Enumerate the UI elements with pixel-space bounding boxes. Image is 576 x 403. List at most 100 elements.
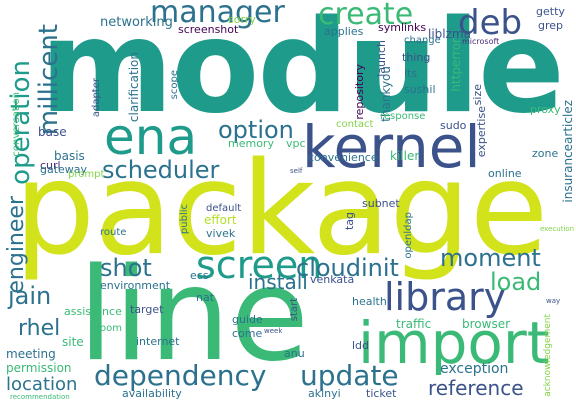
word-memory: memory: [228, 137, 274, 150]
word-engineer: engineer: [4, 196, 29, 294]
word-location: location: [6, 374, 78, 395]
word-lts: lts: [404, 67, 418, 80]
word-scheduler: scheduler: [102, 156, 220, 184]
word-availability: availability: [122, 387, 182, 400]
word-venkata: venkata: [310, 273, 355, 286]
word-ecs: ecs: [190, 269, 209, 282]
word-way: way: [546, 297, 561, 305]
word-sorry: sorry: [228, 13, 256, 26]
word-reference: reference: [428, 376, 524, 400]
word-vivek: vivek: [206, 227, 236, 240]
word-sudo: sudo: [440, 119, 467, 132]
word-create: create: [318, 0, 414, 32]
word-vpc: vpc: [286, 137, 306, 150]
word-base: base: [38, 125, 67, 139]
word-millicent: millicent: [34, 24, 64, 136]
word-thing: thing: [402, 51, 431, 64]
word-import: import: [358, 309, 550, 377]
word-liblzma: liblzma: [428, 27, 471, 41]
word-online: online: [488, 167, 522, 180]
word-install: install: [248, 270, 308, 294]
word-load: load: [490, 268, 542, 296]
word-assistance: assistance: [64, 305, 122, 318]
word-contact: contact: [336, 119, 374, 130]
word-library: library: [384, 275, 507, 319]
word-site: site: [62, 335, 84, 349]
word-screenshot: screenshot: [178, 23, 239, 36]
word-subnet: subnet: [362, 197, 400, 210]
word-microsoft: microsoft: [462, 37, 500, 46]
word-prompt: prompt: [68, 169, 105, 180]
word-kernel: kernel: [302, 113, 481, 181]
word-gateway: gateway: [40, 163, 88, 176]
word-grep: grep: [538, 19, 564, 32]
word-adapter: adapter: [91, 78, 102, 118]
word-insurancearticlez: insurancearticlez: [561, 100, 575, 203]
word-internet: internet: [136, 335, 180, 348]
word-sushil: sushil: [404, 83, 436, 96]
word-convenience: convenience: [308, 151, 378, 164]
word-browser: browser: [462, 317, 511, 331]
word-oom: oom: [100, 323, 122, 334]
word-clarification: clarification: [127, 52, 141, 123]
word-networking: networking: [100, 15, 173, 30]
word-response: response: [380, 111, 426, 122]
word-curl: curl: [40, 159, 61, 172]
word-change: change: [404, 35, 441, 46]
word-ena: ena: [104, 108, 198, 166]
word-conversation: conversation: [11, 92, 22, 157]
word-public: public: [179, 204, 190, 235]
word-tag: tag: [343, 212, 356, 231]
word-proxy: proxy: [530, 103, 561, 116]
word-traffic: traffic: [396, 317, 432, 331]
word-update: update: [300, 359, 399, 392]
word-applies: applies: [324, 25, 364, 38]
word-screen: screen: [196, 243, 323, 287]
word-jain: jain: [8, 282, 52, 310]
word-come: come: [232, 327, 263, 340]
word-dependency: dependency: [94, 359, 267, 392]
word-ticket: ticket: [366, 387, 397, 400]
word-self: self: [290, 167, 303, 175]
word-openldap: openldap: [403, 212, 414, 259]
word-route: route: [100, 227, 127, 238]
word-anu: anu: [284, 347, 305, 360]
word-rhel: rhel: [18, 316, 61, 341]
word-line: line: [78, 241, 309, 390]
word-option: option: [218, 116, 294, 144]
word-deb: deb: [458, 3, 523, 43]
word-start: start: [289, 298, 300, 322]
word-symlinks: symlinks: [378, 21, 427, 34]
word-meeting: meeting: [6, 347, 56, 361]
word-zone: zone: [532, 147, 559, 160]
word-shot: shot: [100, 254, 152, 282]
word-week: week: [264, 327, 283, 335]
word-exception: exception: [440, 361, 509, 377]
word-akinyi: akinyi: [308, 387, 341, 400]
word-acknowledgement: acknowledgement: [543, 314, 553, 397]
word-default: default: [206, 203, 242, 214]
word-recommendation: recommendation: [10, 393, 70, 401]
word-module: module: [40, 0, 565, 142]
word-getty: getty: [536, 5, 565, 18]
word-expertise: expertise: [475, 106, 488, 158]
word-manager: manager: [150, 0, 285, 30]
word-permission: permission: [6, 361, 72, 375]
word-effort: effort: [204, 213, 237, 227]
word-execution: execution: [540, 225, 575, 233]
word-moment: moment: [440, 244, 541, 272]
word-guide: guide: [232, 313, 263, 326]
word-cloudinit: cloudinit: [296, 254, 399, 282]
word-killer: killer: [390, 149, 420, 163]
word-health: health: [352, 295, 387, 308]
word-basis: basis: [54, 149, 85, 163]
word-httperror: httperror: [449, 38, 463, 92]
word-package: package: [14, 135, 548, 284]
word-nat: nat: [196, 291, 215, 304]
word-target: target: [130, 303, 164, 316]
word-environment: environment: [100, 279, 171, 292]
word-repository: repository: [353, 64, 366, 120]
word-scope: scope: [169, 70, 180, 100]
word-ldd: ldd: [352, 339, 370, 352]
